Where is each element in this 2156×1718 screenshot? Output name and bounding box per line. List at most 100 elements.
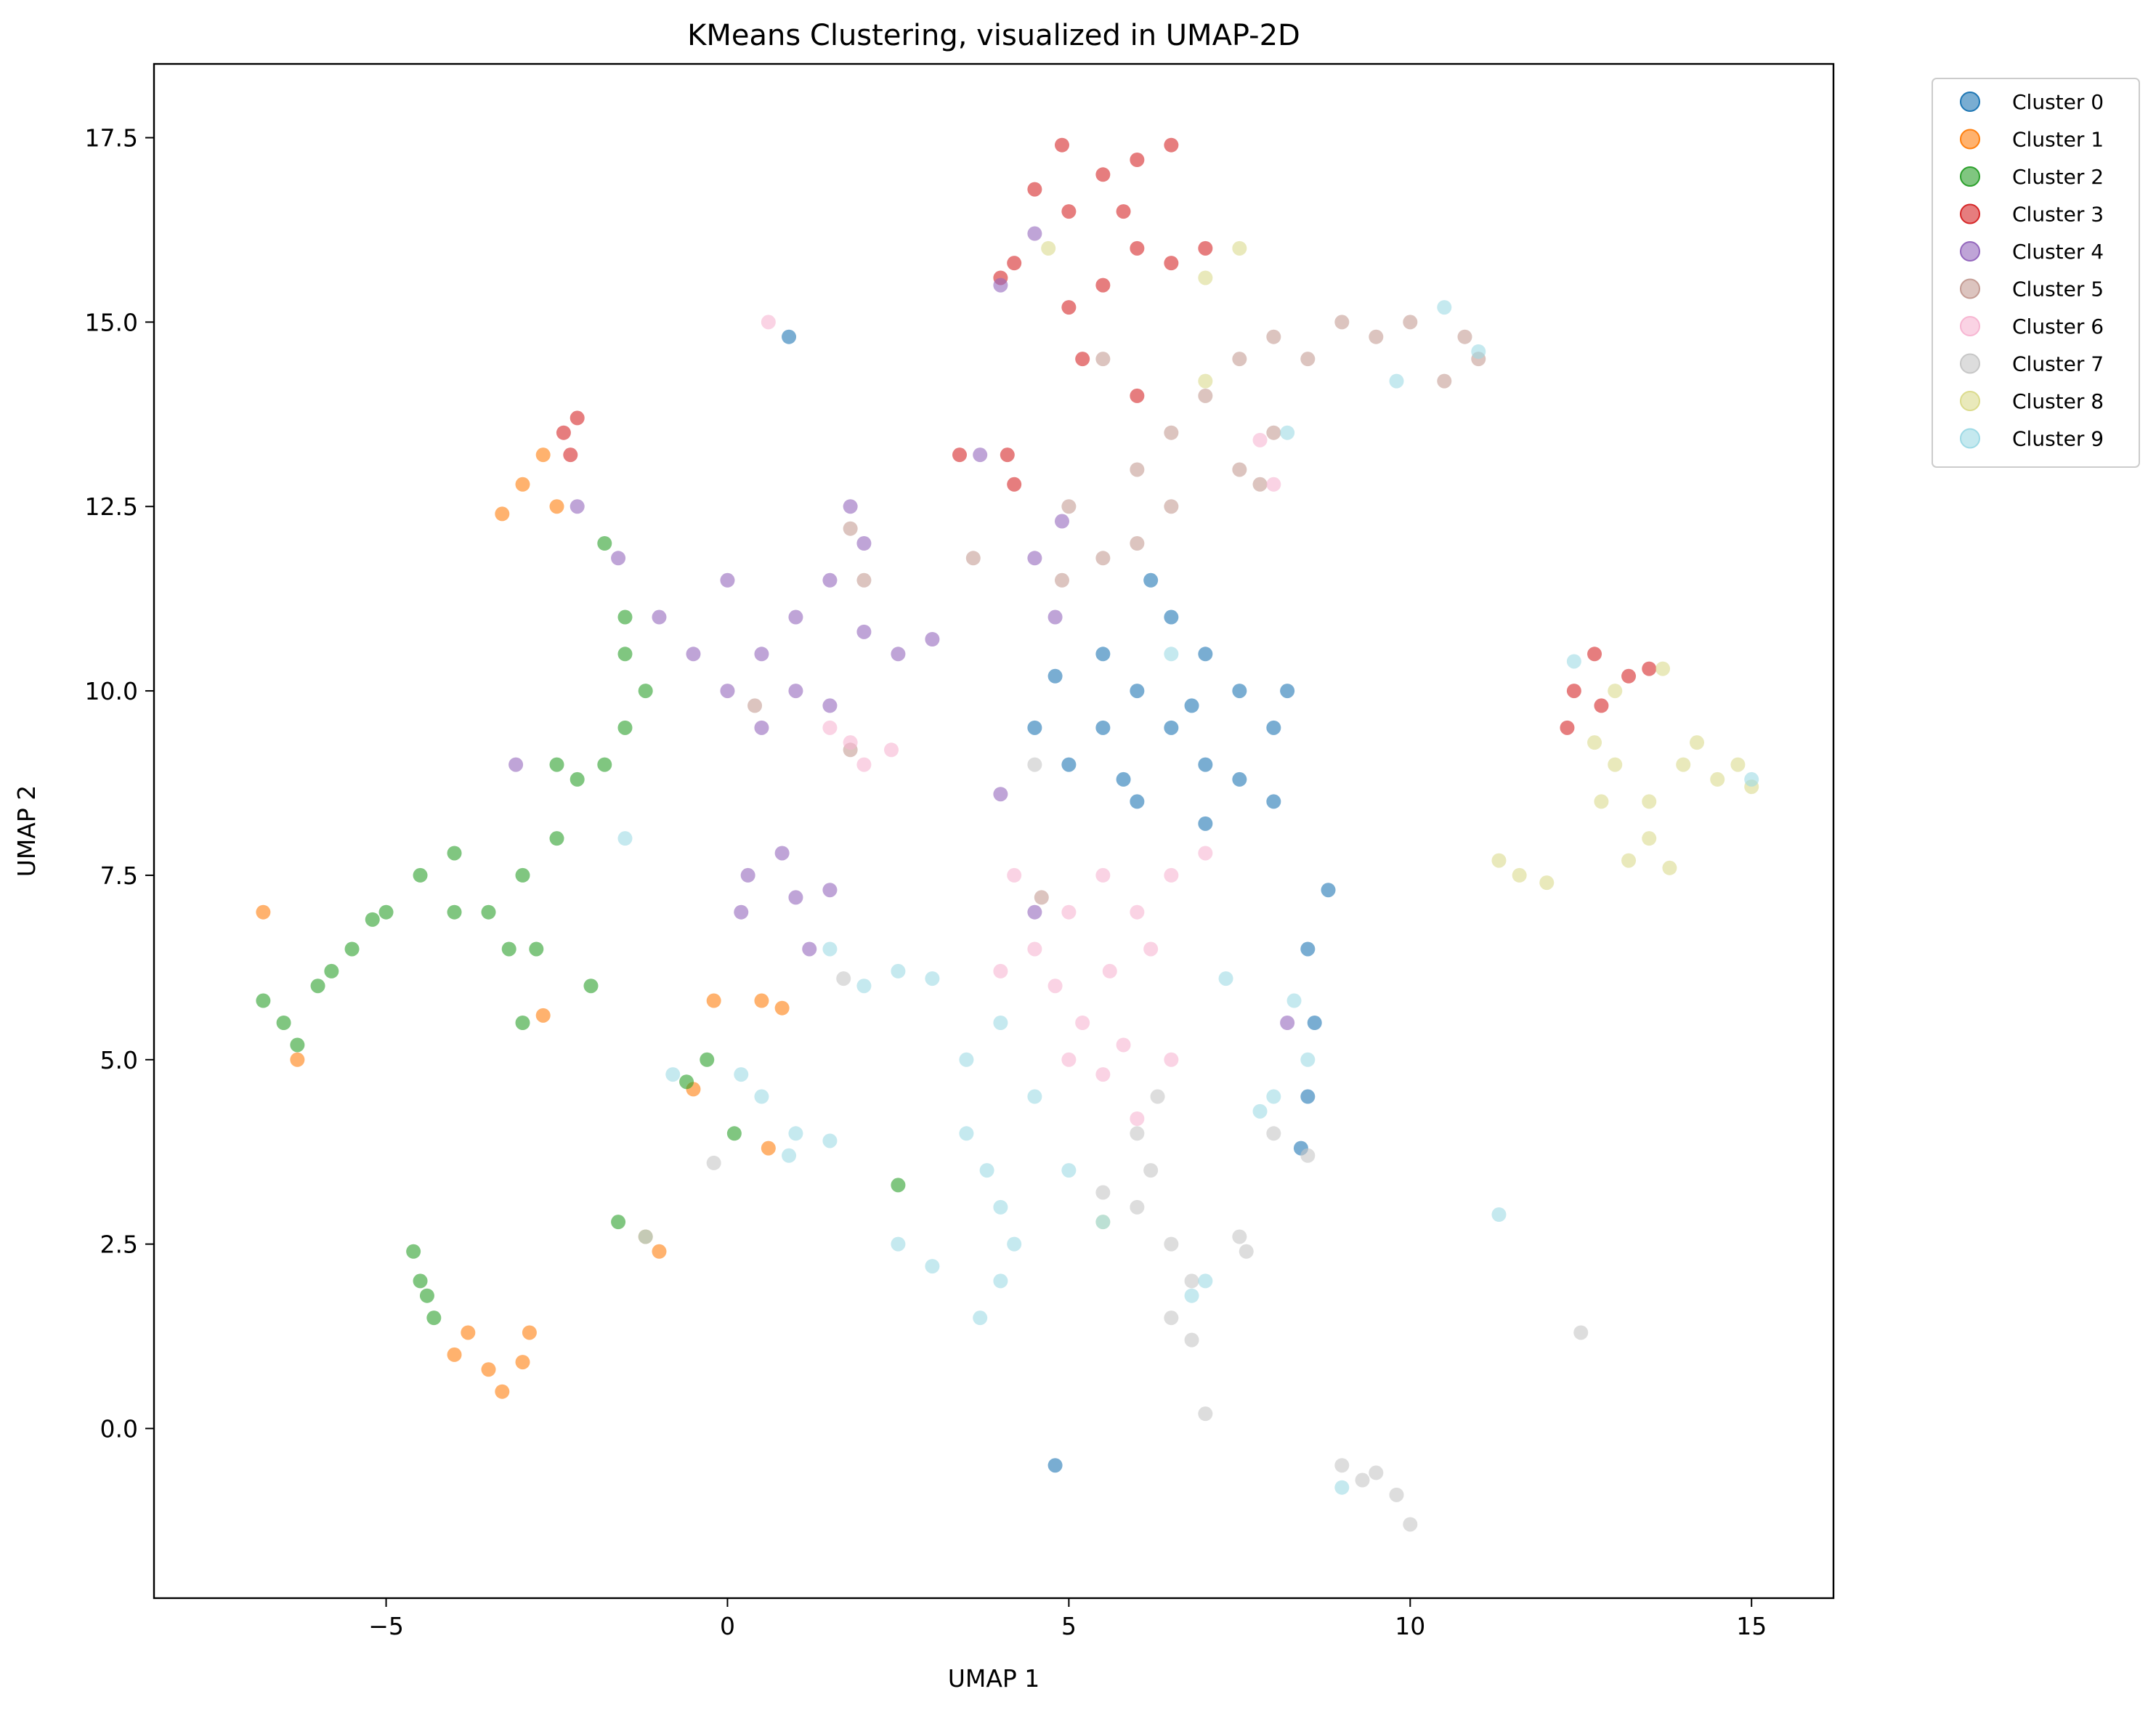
data-point <box>617 720 633 735</box>
data-point <box>740 867 755 883</box>
data-point <box>597 757 612 772</box>
legend-label: Cluster 4 <box>2012 240 2104 264</box>
data-point <box>665 1067 681 1082</box>
data-point <box>611 551 626 566</box>
data-point <box>1369 1465 1384 1480</box>
data-point <box>1198 647 1213 662</box>
legend-marker <box>1960 391 1980 411</box>
data-point <box>447 846 462 861</box>
legend-label: Cluster 3 <box>2012 203 2104 227</box>
data-point <box>481 904 496 920</box>
data-point <box>761 315 776 330</box>
data-point <box>1054 572 1069 588</box>
data-point <box>652 609 667 625</box>
data-point <box>1007 1236 1022 1252</box>
data-point <box>1027 720 1042 735</box>
data-point <box>378 904 394 920</box>
data-point <box>1047 978 1063 994</box>
data-point <box>447 1347 462 1362</box>
data-point <box>1232 771 1247 787</box>
data-point <box>1075 352 1090 367</box>
data-point <box>1061 1163 1077 1178</box>
y-tick-label: 5.0 <box>100 1046 138 1074</box>
data-point <box>686 647 701 662</box>
data-point <box>993 1273 1008 1289</box>
data-point <box>1321 883 1336 898</box>
legend-label: Cluster 2 <box>2012 165 2104 189</box>
data-point <box>993 1016 1008 1030</box>
data-point <box>856 757 872 772</box>
data-point <box>788 609 803 625</box>
data-point <box>754 1089 769 1104</box>
data-point <box>1662 860 1677 875</box>
data-point <box>1266 477 1281 492</box>
data-point <box>1232 462 1247 477</box>
data-point <box>822 572 838 588</box>
data-point <box>1116 204 1131 219</box>
data-point <box>822 941 838 957</box>
data-point <box>617 831 633 846</box>
data-point <box>788 684 803 699</box>
data-point <box>1566 684 1581 699</box>
data-point <box>481 1362 496 1377</box>
data-point <box>782 329 797 344</box>
data-point <box>1116 1037 1131 1053</box>
data-point <box>1027 226 1042 241</box>
plot-frame <box>153 62 1835 1600</box>
data-point <box>1164 1236 1179 1252</box>
data-point <box>706 1155 721 1170</box>
data-point <box>1061 757 1077 772</box>
x-axis-label: UMAP 1 <box>948 1664 1040 1693</box>
data-point <box>1184 1273 1199 1289</box>
data-point <box>822 720 838 735</box>
data-point <box>1164 425 1179 440</box>
data-point <box>1587 647 1602 662</box>
data-point <box>1095 352 1111 367</box>
data-point <box>597 536 612 551</box>
data-point <box>638 684 653 699</box>
series-7 <box>706 757 1589 1532</box>
data-point <box>413 867 428 883</box>
data-point <box>959 1126 974 1141</box>
series-3 <box>556 137 1657 735</box>
data-point <box>1075 1016 1090 1030</box>
data-point <box>1000 447 1015 463</box>
data-point <box>1300 1052 1316 1067</box>
data-point <box>1198 270 1213 285</box>
data-point <box>1334 315 1350 330</box>
data-point <box>1491 853 1507 868</box>
data-point <box>563 447 578 463</box>
data-point <box>1164 256 1179 271</box>
data-point <box>1437 373 1452 389</box>
data-point <box>959 1052 974 1067</box>
data-point <box>1389 1487 1404 1502</box>
data-point <box>1130 536 1145 551</box>
data-point <box>1594 698 1609 713</box>
series-2 <box>256 536 906 1326</box>
data-point <box>583 978 599 994</box>
data-point <box>1095 1215 1111 1230</box>
legend-label: Cluster 1 <box>2012 128 2104 152</box>
data-point <box>1164 720 1179 735</box>
data-point <box>1730 757 1746 772</box>
data-point <box>1027 551 1042 566</box>
data-point <box>1369 329 1384 344</box>
data-point <box>774 1000 790 1016</box>
data-point <box>993 963 1008 978</box>
data-point <box>993 787 1008 802</box>
data-point <box>1266 720 1281 735</box>
data-point <box>1095 867 1111 883</box>
legend-marker <box>1960 92 1980 112</box>
data-point <box>1164 1310 1179 1326</box>
data-point <box>1143 572 1159 588</box>
data-point <box>843 735 858 750</box>
data-point <box>836 971 851 986</box>
data-point <box>1355 1472 1370 1488</box>
data-point <box>1608 757 1623 772</box>
data-point <box>1642 661 1657 676</box>
data-point <box>1102 963 1117 978</box>
data-point <box>1164 137 1179 153</box>
series-8 <box>1041 240 1759 1230</box>
data-point <box>726 1126 742 1141</box>
